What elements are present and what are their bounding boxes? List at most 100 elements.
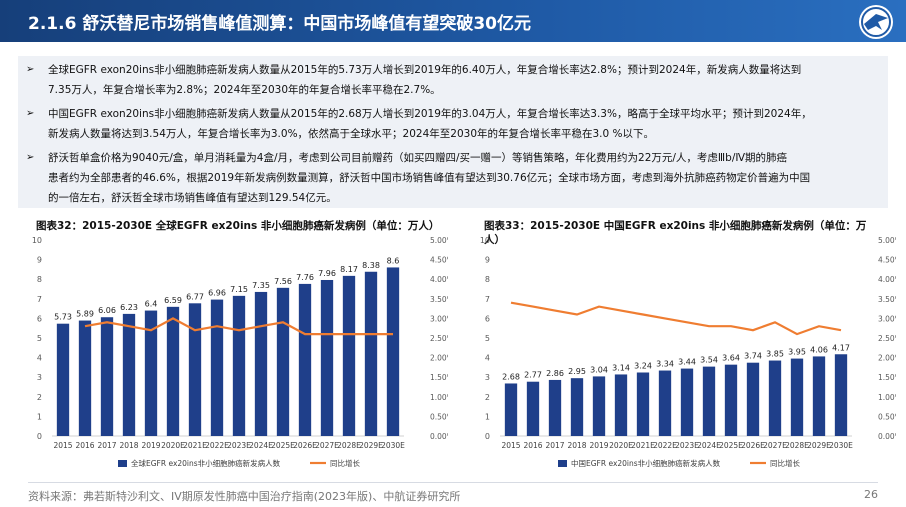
y2-tick-label: 0.00% xyxy=(878,432,896,441)
y2-tick-label: 3.00% xyxy=(878,314,896,323)
y-tick-label: 8 xyxy=(37,275,42,284)
bar xyxy=(188,303,202,436)
bar-data-label: 7.96 xyxy=(318,269,336,278)
x-tick-label: 2029E xyxy=(807,441,831,450)
bar xyxy=(680,368,694,436)
chart-title-china-line2: 人） xyxy=(484,234,505,246)
growth-line xyxy=(84,317,393,336)
x-tick-label: 2028E xyxy=(337,441,361,450)
x-tick-label: 2025E xyxy=(719,441,743,450)
bullet-line: 全球EGFR exon20ins非小细胞肺癌新发病人数量从2015年的5.73万… xyxy=(48,64,802,76)
y-tick-label: 6 xyxy=(485,314,490,323)
y-tick-label: 1 xyxy=(485,412,490,421)
x-tick-label: 2022E xyxy=(653,441,677,450)
bar-data-label: 3.54 xyxy=(700,356,718,365)
bar xyxy=(548,379,562,436)
bar-data-label: 6.23 xyxy=(120,303,138,312)
bar-data-label: 6.59 xyxy=(164,296,182,305)
bar-data-label: 7.56 xyxy=(274,277,292,286)
bar-data-label: 4.17 xyxy=(832,343,850,352)
y-tick-label: 3 xyxy=(485,373,490,382)
x-tick-label: 2022E xyxy=(205,441,229,450)
bar xyxy=(592,376,606,436)
x-tick-label: 2016 xyxy=(523,441,542,450)
header-bar: 2.1.6 舒沃替尼市场销售峰值测算：中国市场峰值有望突破30亿元 xyxy=(0,0,906,42)
bar xyxy=(614,374,628,436)
y2-tick-label: 5.00% xyxy=(430,236,448,245)
y2-tick-label: 0.50% xyxy=(878,412,896,421)
footer-source: 资料来源：弗若斯特沙利文、IV期原发性肺癌中国治疗指南(2023年版)、中航证券… xyxy=(28,490,461,503)
y2-tick-label: 4.00% xyxy=(430,275,448,284)
x-tick-label: 2024E xyxy=(697,441,721,450)
legend-bar-swatch xyxy=(118,460,127,467)
bar xyxy=(232,295,246,436)
bar xyxy=(56,323,70,436)
y2-tick-label: 0.00% xyxy=(430,432,448,441)
bar-data-label: 3.14 xyxy=(612,363,630,372)
y2-tick-label: 3.50% xyxy=(430,295,448,304)
bar-data-label: 2.68 xyxy=(502,372,520,381)
bar xyxy=(342,275,356,436)
bar xyxy=(812,356,826,436)
x-tick-label: 2017 xyxy=(97,441,116,450)
chart-title-global: 图表32：2015-2030E 全球EGFR ex20ins 非小细胞肺癌新发病… xyxy=(36,220,440,232)
y-tick-label: 9 xyxy=(485,256,490,265)
y2-tick-label: 1.50% xyxy=(430,373,448,382)
bar-data-label: 7.15 xyxy=(230,285,248,294)
bar xyxy=(210,299,224,436)
y2-tick-label: 4.50% xyxy=(878,256,896,265)
x-tick-label: 2019 xyxy=(589,441,608,450)
y-tick-label: 10 xyxy=(32,236,42,245)
bar xyxy=(790,358,804,436)
y2-tick-label: 1.00% xyxy=(878,393,896,402)
x-tick-label: 2015 xyxy=(53,441,72,450)
chart-title-china: 图表33：2015-2030E 中国EGFR ex20ins 非小细胞肺癌新发病… xyxy=(484,220,867,232)
y-tick-label: 0 xyxy=(485,432,490,441)
bar-data-label: 2.86 xyxy=(546,369,564,378)
bar-data-label: 5.89 xyxy=(76,310,94,319)
bar-data-label: 3.85 xyxy=(766,350,784,359)
bar xyxy=(526,381,540,436)
y-tick-label: 4 xyxy=(37,354,42,363)
bar xyxy=(100,317,114,436)
y2-tick-label: 4.00% xyxy=(878,275,896,284)
bar xyxy=(724,364,738,436)
bar xyxy=(570,378,584,436)
y-tick-label: 10 xyxy=(480,236,490,245)
x-tick-label: 2030E xyxy=(381,441,405,450)
arrow-bullet-icon: ➢ xyxy=(26,64,35,75)
y-tick-label: 7 xyxy=(37,295,42,304)
y-tick-label: 3 xyxy=(37,373,42,382)
bar-data-label: 3.95 xyxy=(788,348,806,357)
y-tick-label: 0 xyxy=(37,432,42,441)
legend-line-label: 同比增长 xyxy=(330,458,360,468)
bar-data-label: 6.4 xyxy=(145,300,158,309)
x-tick-label: 2015 xyxy=(501,441,520,450)
x-tick-label: 2023E xyxy=(675,441,699,450)
y-tick-label: 2 xyxy=(37,393,42,402)
y-tick-label: 9 xyxy=(37,256,42,265)
bar-data-label: 8.6 xyxy=(387,256,400,265)
y2-tick-label: 4.50% xyxy=(430,256,448,265)
x-tick-label: 2029E xyxy=(359,441,383,450)
y2-tick-label: 1.50% xyxy=(878,373,896,382)
x-tick-label: 2026E xyxy=(293,441,317,450)
x-tick-label: 2020E xyxy=(609,441,633,450)
y2-tick-label: 5.00% xyxy=(878,236,896,245)
y-tick-label: 5 xyxy=(37,334,42,343)
page-title: 2.1.6 舒沃替尼市场销售峰值测算：中国市场峰值有望突破30亿元 xyxy=(28,14,531,34)
bar-data-label: 6.06 xyxy=(98,306,116,315)
legend-bar-label: 中国EGFR ex20ins非小细胞肺癌新发病人数 xyxy=(571,458,721,468)
arrow-bullet-icon: ➢ xyxy=(26,152,35,163)
arrow-bullet-icon: ➢ xyxy=(26,108,35,119)
bar-data-label: 5.73 xyxy=(54,313,72,322)
legend-bar-label: 全球EGFR ex20ins非小细胞肺癌新发病人数 xyxy=(131,458,281,468)
bar-data-label: 6.77 xyxy=(186,292,204,301)
chart-china: 0 1 2 3 4 5 6 7 8 9 10 0.00% 0.50% 1.00% 1.50% 2.00% 2.5… xyxy=(480,236,896,468)
y2-tick-label: 2.50% xyxy=(430,334,448,343)
x-tick-label: 2025E xyxy=(271,441,295,450)
bullet-line: 中国EGFR exon20ins非小细胞肺癌新发病人数量从2015年的2.68万… xyxy=(48,108,812,120)
bar-data-label: 8.38 xyxy=(362,261,380,270)
x-tick-label: 2028E xyxy=(785,441,809,450)
bar-data-label: 2.95 xyxy=(568,367,586,376)
